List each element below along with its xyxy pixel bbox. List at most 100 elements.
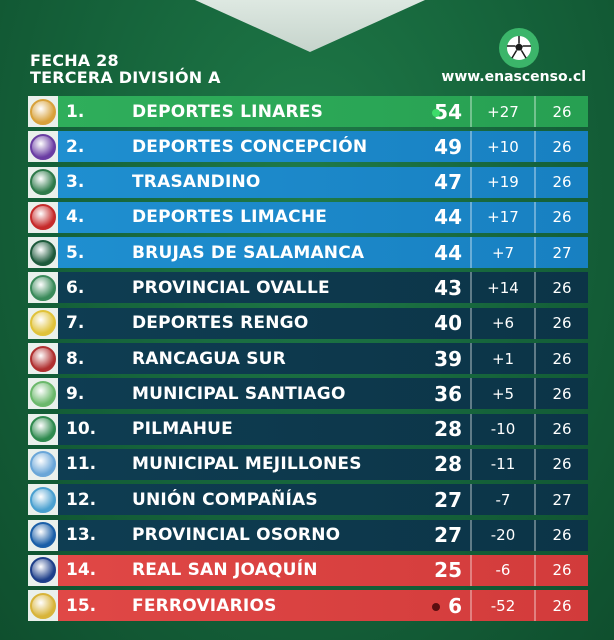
row-bar: 1. DEPORTES LINARES 54 +27 26 <box>58 96 588 127</box>
games-played: 26 <box>552 526 572 545</box>
column-divider <box>534 343 536 375</box>
games-played: 26 <box>552 420 572 439</box>
team-crest-icon <box>28 413 58 445</box>
column-divider <box>534 484 536 516</box>
team-name: REAL SAN JOAQUÍN <box>132 560 318 581</box>
points: 49 <box>434 134 462 159</box>
column-divider <box>470 166 472 198</box>
team-name: PROVINCIAL OVALLE <box>132 277 330 298</box>
points: 43 <box>434 275 462 300</box>
column-divider <box>470 131 472 163</box>
standings-table: 1. DEPORTES LINARES 54 +27 26 2. DEPORTES CONC… <box>28 96 588 625</box>
position: 6. <box>66 277 85 298</box>
points: 39 <box>434 346 462 371</box>
column-divider <box>534 201 536 233</box>
games-played: 26 <box>552 173 572 192</box>
position: 15. <box>66 595 97 616</box>
goal-difference: +14 <box>487 278 519 297</box>
team-crest-icon <box>28 237 58 269</box>
points: 6 <box>448 593 462 618</box>
goal-difference: +6 <box>491 314 515 333</box>
position: 9. <box>66 383 85 404</box>
team-crest-icon <box>28 201 58 233</box>
games-played: 26 <box>552 137 572 156</box>
position: 5. <box>66 242 85 263</box>
team-name: DEPORTES CONCEPCIÓN <box>132 136 368 157</box>
row-bar: 10. PILMAHUE 28 -10 26 <box>58 413 588 445</box>
points: 28 <box>434 417 462 442</box>
points: 47 <box>434 170 462 195</box>
team-crest-icon <box>28 166 58 198</box>
column-divider <box>470 448 472 480</box>
position: 1. <box>66 101 85 122</box>
status-dot-icon <box>432 603 440 612</box>
column-divider <box>470 413 472 445</box>
column-divider <box>534 590 536 622</box>
table-row: 11. MUNICIPAL MEJILLONES 28 -11 26 <box>28 448 588 480</box>
column-divider <box>534 237 536 269</box>
team-crest-icon <box>28 378 58 410</box>
goal-difference: -10 <box>490 420 516 439</box>
table-row: 4. DEPORTES LIMACHE 44 +17 26 <box>28 201 588 233</box>
games-played: 26 <box>552 314 572 333</box>
goal-difference: +17 <box>487 208 519 227</box>
column-divider <box>534 166 536 198</box>
table-row: 8. RANCAGUA SUR 39 +1 26 <box>28 343 588 375</box>
team-name: PILMAHUE <box>132 419 233 440</box>
site-url[interactable]: www.enascenso.cl <box>441 69 586 85</box>
column-divider <box>470 484 472 516</box>
row-bar: 4. DEPORTES LIMACHE 44 +17 26 <box>58 201 588 233</box>
goal-difference: +1 <box>491 349 515 368</box>
games-played: 26 <box>552 102 572 121</box>
games-played: 27 <box>552 243 572 262</box>
team-crest-icon <box>28 307 58 339</box>
goal-difference: -6 <box>495 561 511 580</box>
points: 28 <box>434 452 462 477</box>
position: 3. <box>66 172 85 193</box>
points: 44 <box>434 240 462 265</box>
points: 27 <box>434 523 462 548</box>
points: 44 <box>434 205 462 230</box>
column-divider <box>470 201 472 233</box>
team-name: MUNICIPAL MEJILLONES <box>132 454 362 475</box>
row-bar: 14. REAL SAN JOAQUÍN 25 -6 26 <box>58 554 588 586</box>
column-divider <box>470 378 472 410</box>
status-dot-icon <box>432 109 440 117</box>
team-crest-icon <box>28 519 58 551</box>
position: 4. <box>66 207 85 228</box>
points: 36 <box>434 381 462 406</box>
column-divider <box>470 272 472 304</box>
goal-difference: -11 <box>490 455 516 474</box>
column-divider <box>534 131 536 163</box>
goal-difference: +27 <box>487 102 519 121</box>
goal-difference: -7 <box>495 490 511 509</box>
points: 40 <box>434 311 462 336</box>
column-divider <box>534 519 536 551</box>
row-bar: 11. MUNICIPAL MEJILLONES 28 -11 26 <box>58 448 588 480</box>
team-name: UNIÓN COMPAÑÍAS <box>132 489 318 510</box>
table-row: 2. DEPORTES CONCEPCIÓN 49 +10 26 <box>28 131 588 163</box>
row-bar: 6. PROVINCIAL OVALLE 43 +14 26 <box>58 272 588 304</box>
column-divider <box>534 272 536 304</box>
table-row: 3. TRASANDINO 47 +19 26 <box>28 166 588 198</box>
team-crest-icon <box>28 131 58 163</box>
page-title: FECHA 28 TERCERA DIVISIÓN A <box>30 52 221 86</box>
team-name: BRUJAS DE SALAMANCA <box>132 242 365 263</box>
goal-difference: +10 <box>487 137 519 156</box>
games-played: 26 <box>552 561 572 580</box>
team-crest-icon <box>28 590 58 622</box>
column-divider <box>534 413 536 445</box>
goal-difference: +7 <box>491 243 515 262</box>
row-bar: 3. TRASANDINO 47 +19 26 <box>58 166 588 198</box>
column-divider <box>470 237 472 269</box>
team-crest-icon <box>28 343 58 375</box>
position: 14. <box>66 560 97 581</box>
league-label: TERCERA DIVISIÓN A <box>30 68 221 87</box>
table-row: 5. BRUJAS DE SALAMANCA 44 +7 27 <box>28 237 588 269</box>
team-name: DEPORTES LINARES <box>132 101 324 122</box>
team-name: DEPORTES LIMACHE <box>132 207 328 228</box>
team-crest-icon <box>28 96 58 127</box>
position: 7. <box>66 313 85 334</box>
round-label: FECHA 28 <box>30 51 119 70</box>
position: 11. <box>66 454 97 475</box>
